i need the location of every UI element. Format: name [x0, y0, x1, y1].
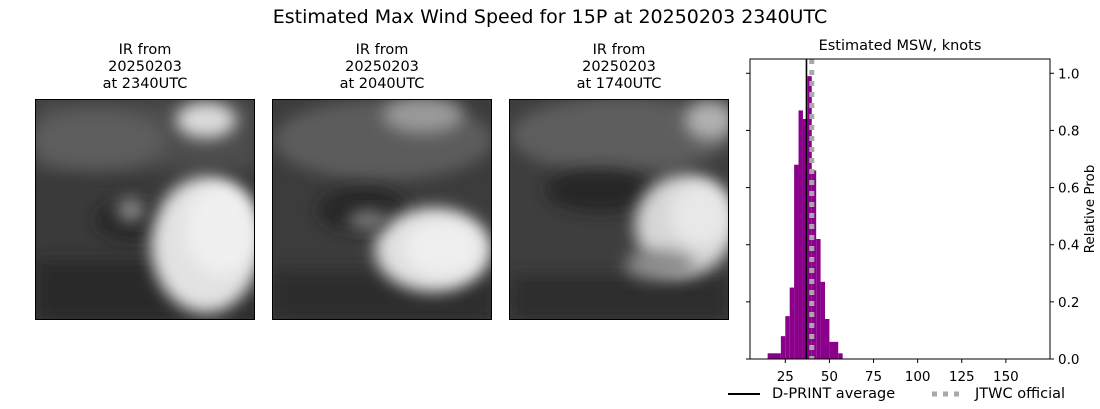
- histogram-bar-0: [767, 353, 781, 359]
- ir-panel-1-title-line1: IR from: [118, 42, 172, 58]
- histogram-bar-1: [780, 336, 786, 359]
- ir-panel-1-title-line2: 20250203: [108, 59, 182, 75]
- histogram-bar-5: [798, 110, 803, 359]
- x-tick-label-125: 125: [949, 369, 975, 385]
- x-tick-label-75: 75: [865, 369, 882, 385]
- histogram-bar-9: [816, 239, 821, 359]
- chart-axes-frame: [749, 58, 1051, 360]
- legend-label-jtwc: JTWC official: [975, 386, 1066, 402]
- y-tick-label-1: 0.2: [1058, 295, 1079, 311]
- ir-panel-3-title-line1: IR from: [592, 42, 646, 58]
- x-tick-label-50: 50: [821, 369, 838, 385]
- y-tick-label-3: 0.6: [1058, 181, 1079, 197]
- reference-lines: [805, 59, 815, 359]
- figure-title: Estimated Max Wind Speed for 15P at 2025…: [272, 6, 828, 28]
- legend-item-dprint: D-PRINT average: [728, 386, 895, 402]
- y-tick-label-4: 0.8: [1058, 123, 1079, 139]
- histogram-bar-2: [785, 316, 790, 359]
- y-tick-label-5: 1.0: [1058, 66, 1079, 82]
- ir-image-1740utc: [509, 99, 729, 320]
- ir-image-2340utc: [35, 99, 255, 320]
- x-tick-label-150: 150: [993, 369, 1019, 385]
- ir-image-2040utc: [272, 99, 492, 320]
- legend-item-jtwc: JTWC official: [932, 386, 1065, 402]
- histogram-bar-3: [789, 287, 795, 359]
- ir-panel-2-title-line3: at 2040UTC: [339, 76, 425, 92]
- legend-label-dprint: D-PRINT average: [772, 386, 896, 402]
- ir-panel-3-title-line3: at 1740UTC: [576, 76, 662, 92]
- ir-panel-1-title-line3: at 2340UTC: [102, 76, 188, 92]
- ir-panel-1-title: IR from 20250203 at 2340UTC: [35, 42, 255, 93]
- histogram-bar-4: [794, 164, 799, 359]
- ir-panel-3-title: IR from 20250203 at 1740UTC: [509, 42, 729, 93]
- histogram-bar-10: [820, 281, 825, 359]
- x-tick-label-25: 25: [777, 369, 794, 385]
- ir-panel-3-title-line2: 20250203: [582, 59, 656, 75]
- y-tick-label-0: 0.0: [1058, 352, 1079, 368]
- y-axis-label: Relative Prob: [1082, 165, 1098, 254]
- x-tick-label-100: 100: [905, 369, 931, 385]
- histogram-bar-12: [829, 341, 839, 359]
- ir-panel-2-title-line2: 20250203: [345, 59, 419, 75]
- histogram-bars: [767, 76, 843, 360]
- y-axis-ticks: 0.0 0.2 0.4 0.6 0.8 1.0: [746, 66, 1079, 368]
- histogram-bar-11: [825, 319, 830, 359]
- histogram-bar-6: [802, 119, 808, 359]
- histogram-bar-13: [838, 353, 843, 359]
- solid-line-swatch-icon: [728, 393, 760, 395]
- chart-title: Estimated MSW, knots: [819, 38, 982, 54]
- ir-panel-2-title-line1: IR from: [355, 42, 409, 58]
- ir-panel-2-title: IR from 20250203 at 2040UTC: [272, 42, 492, 93]
- histogram-bar-8: [811, 170, 817, 359]
- dotted-line-swatch-icon: [932, 391, 964, 397]
- y-tick-label-2: 0.4: [1058, 238, 1079, 254]
- x-axis-ticks: 25 50 75 100 125 150: [777, 359, 1019, 385]
